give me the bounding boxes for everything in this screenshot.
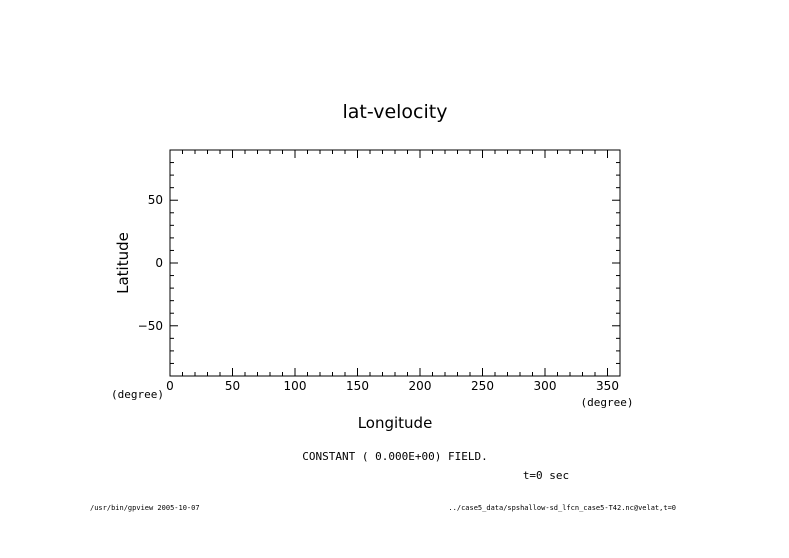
- x-tick-label: 100: [284, 379, 307, 393]
- chart-title: lat-velocity: [343, 101, 448, 123]
- x-tick-label: 300: [534, 379, 557, 393]
- time-label: t=0 sec: [523, 469, 569, 482]
- y-unit-label: (degree): [111, 388, 164, 401]
- y-axis-tick-labels: −50 0 50: [138, 193, 163, 333]
- x-axis-title: Longitude: [358, 414, 433, 432]
- x-tick-label: 150: [346, 379, 369, 393]
- y-axis-ticks: [170, 149, 620, 377]
- x-unit-label: (degree): [581, 396, 634, 409]
- x-axis-ticks: [169, 150, 621, 376]
- x-axis-tick-labels: 0 50 100 150 200 250 300 350: [166, 379, 619, 393]
- footer-left: /usr/bin/gpview 2005-10-07: [90, 504, 200, 512]
- x-tick-label: 50: [225, 379, 240, 393]
- y-axis-title: Latitude: [114, 232, 132, 294]
- y-tick-label: −50: [138, 319, 163, 333]
- footer-right: ../case5_data/spshallow-sd_lfcn_case5-T4…: [448, 504, 676, 512]
- x-tick-label: 350: [596, 379, 619, 393]
- y-tick-label: 50: [148, 193, 163, 207]
- y-tick-label: 0: [155, 256, 163, 270]
- x-tick-label: 0: [166, 379, 174, 393]
- x-tick-label: 200: [409, 379, 432, 393]
- constant-field-note: CONSTANT ( 0.000E+00) FIELD.: [302, 450, 487, 463]
- x-tick-label: 250: [471, 379, 494, 393]
- plot-frame: [169, 149, 621, 377]
